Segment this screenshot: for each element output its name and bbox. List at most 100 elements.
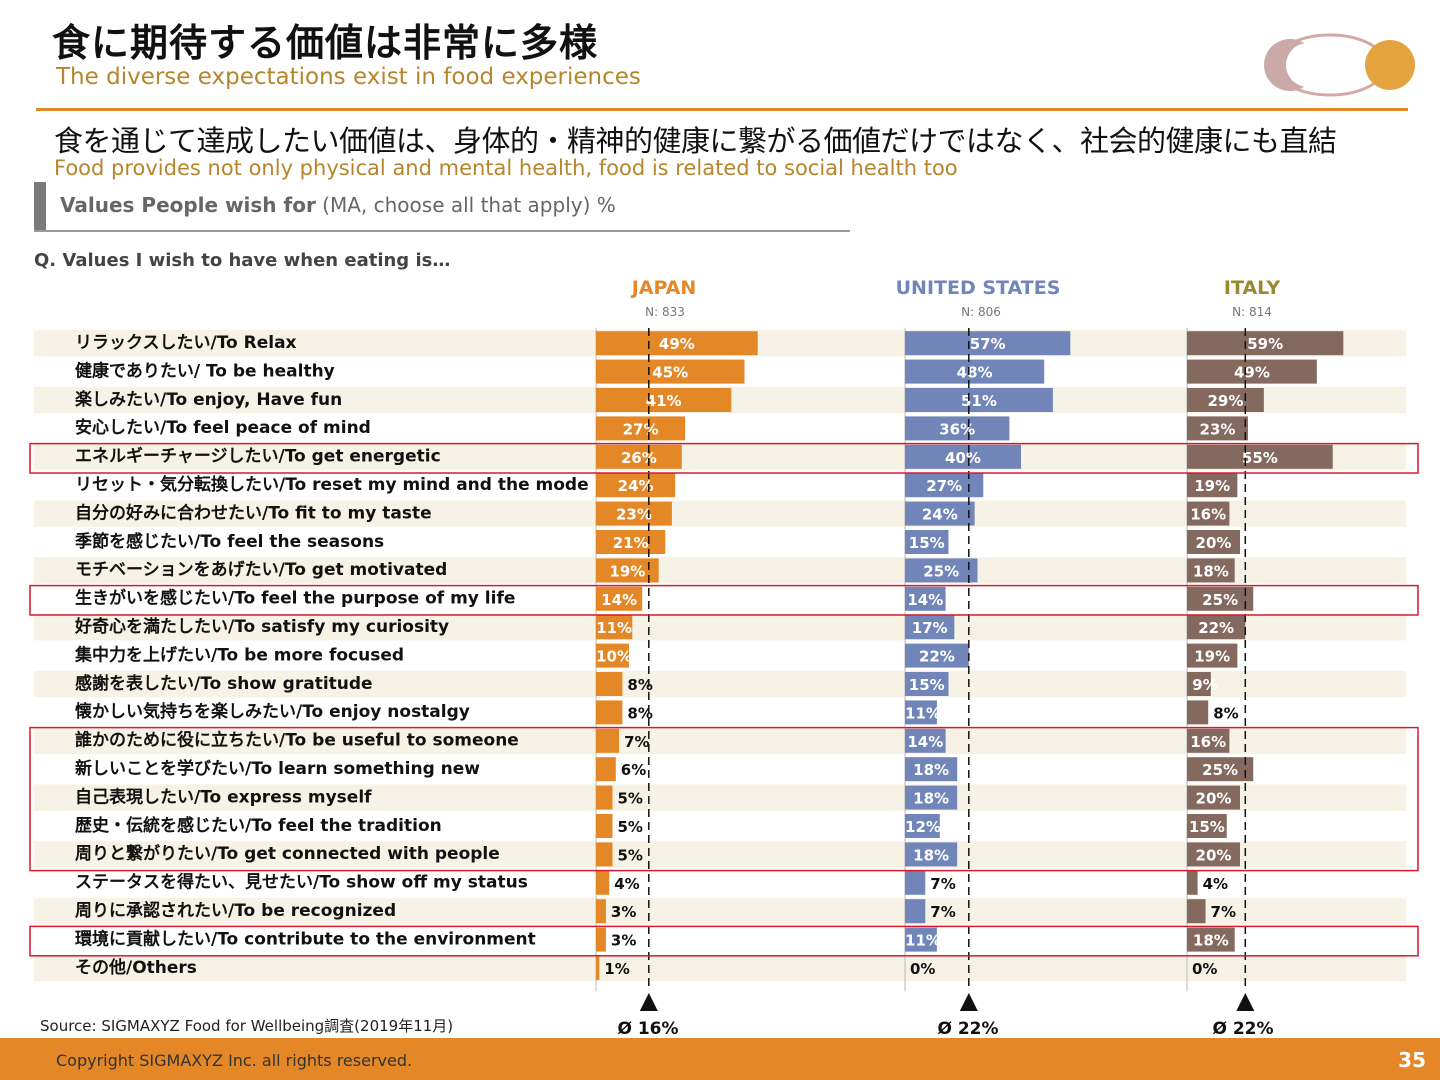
- data-label: 8%: [1213, 704, 1238, 722]
- category-label: モチベーションをあげたい/To get motivated: [75, 560, 447, 580]
- source-note: Source: SIGMAXYZ Food for Wellbeing調査(20…: [40, 1017, 454, 1035]
- highlight-box: [29, 584, 1419, 616]
- bar: [905, 899, 926, 924]
- data-label: 15%: [909, 534, 945, 552]
- category-label: 歴史・伝統を感じたい/To feel the tradition: [75, 815, 442, 836]
- bar: [905, 757, 958, 782]
- bar: [905, 388, 1053, 412]
- data-label: 7%: [624, 733, 649, 751]
- bar: [596, 700, 623, 725]
- category-label: 自己表現したい/To express myself: [75, 786, 372, 807]
- page-number: 35: [1398, 1048, 1426, 1072]
- bar: [905, 927, 937, 952]
- category-label: 周りに承認されたい/To be recognized: [75, 900, 396, 921]
- bar: [596, 785, 613, 810]
- category-label: ステータスを得たい、見せたい/To show off my status: [75, 872, 528, 893]
- sample-size-japan: N: 833: [645, 305, 685, 319]
- bar: [905, 672, 949, 696]
- bar: [905, 615, 955, 640]
- data-label: 48%: [957, 364, 993, 382]
- data-label: 22%: [919, 648, 955, 666]
- data-label: 27%: [926, 477, 962, 495]
- data-label: 16%: [1190, 506, 1226, 524]
- bar: [1187, 558, 1235, 583]
- bar: [596, 956, 600, 980]
- data-label: 5%: [618, 846, 643, 864]
- data-label: 14%: [601, 591, 637, 609]
- bar: [596, 444, 682, 469]
- highlight-box: [29, 726, 1419, 872]
- data-label: 41%: [646, 392, 682, 410]
- sample-size-italy: N: 814: [1232, 305, 1272, 319]
- bar: [596, 728, 620, 753]
- category-label: 生きがいを感じたい/To feel the purpose of my life: [75, 588, 515, 609]
- data-label: 18%: [913, 790, 949, 808]
- row-band: [34, 670, 1406, 698]
- data-label: 40%: [945, 449, 981, 467]
- data-label: 18%: [1193, 562, 1229, 580]
- data-label: 7%: [930, 903, 955, 921]
- data-label: 11%: [905, 932, 941, 950]
- data-label: 4%: [614, 875, 639, 893]
- row-band: [34, 954, 1406, 982]
- headline-english: Food provides not only physical and ment…: [54, 156, 958, 180]
- data-label: 8%: [627, 676, 652, 694]
- bar: [905, 870, 926, 895]
- row-band: [34, 500, 1406, 527]
- data-label: 36%: [939, 420, 975, 438]
- data-label: 19%: [1194, 648, 1230, 666]
- data-label: 1%: [604, 960, 629, 978]
- bar: [596, 927, 606, 952]
- bar: [905, 331, 1071, 356]
- row-band: [34, 784, 1406, 811]
- data-label: 18%: [913, 846, 949, 864]
- data-label: 5%: [618, 790, 643, 808]
- title-rule: [36, 108, 1408, 111]
- data-label: 29%: [1207, 392, 1243, 410]
- bar: [1187, 586, 1254, 611]
- data-label: 20%: [1196, 534, 1232, 552]
- bar: [596, 757, 616, 782]
- category-label: 好奇心を満たしたい/To satisfy my curiosity: [74, 616, 449, 637]
- data-label: 15%: [1189, 818, 1225, 836]
- data-label: 25%: [1202, 761, 1238, 779]
- bar: [1187, 700, 1209, 725]
- average-us: Ø 22%: [937, 1019, 999, 1039]
- category-label: 季節を感じたい/To feel the seasons: [75, 531, 384, 552]
- section-title: Values People wish for (MA, choose all t…: [60, 193, 616, 217]
- row-band: [34, 727, 1406, 754]
- bar: [1187, 501, 1230, 526]
- data-label: 55%: [1242, 449, 1278, 467]
- bar: [596, 530, 666, 554]
- data-label: 20%: [1196, 846, 1232, 864]
- data-label: 25%: [1202, 591, 1238, 609]
- data-label: 7%: [1211, 903, 1236, 921]
- data-label: 12%: [905, 818, 941, 836]
- highlight-box: [29, 925, 1419, 957]
- data-label: 23%: [1200, 420, 1236, 438]
- data-label: 14%: [907, 591, 943, 609]
- bar: [905, 785, 958, 810]
- footer-bar: [0, 1038, 1440, 1080]
- data-label: 6%: [621, 761, 646, 779]
- page-title: 食に期待する価値は非常に多様: [52, 21, 599, 65]
- bar: [1187, 814, 1227, 838]
- data-label: 24%: [922, 506, 958, 524]
- data-label: 17%: [912, 619, 948, 637]
- category-label: 自分の好みに合わせたい/To fit to my taste: [75, 502, 432, 523]
- page-subtitle: The diverse expectations exist in food e…: [56, 64, 641, 90]
- section-title-note: (MA, choose all that apply) %: [315, 193, 616, 217]
- headline: 食を通じて達成したい価値は、身体的・精神的健康に繋がる価値だけではなく、社会的健…: [54, 124, 1337, 158]
- bar: [905, 416, 1010, 441]
- bar: [1187, 530, 1240, 554]
- bar: [905, 643, 969, 668]
- data-label: 26%: [621, 449, 657, 467]
- row-band: [34, 841, 1406, 868]
- data-label: 3%: [611, 932, 636, 950]
- data-label: 3%: [611, 903, 636, 921]
- bar: [1187, 899, 1206, 924]
- bar: [1187, 728, 1230, 753]
- data-label: 11%: [596, 619, 632, 637]
- category-label: リセット・気分転換したい/To reset my mind and the mo…: [75, 474, 589, 495]
- row-band: [34, 557, 1406, 584]
